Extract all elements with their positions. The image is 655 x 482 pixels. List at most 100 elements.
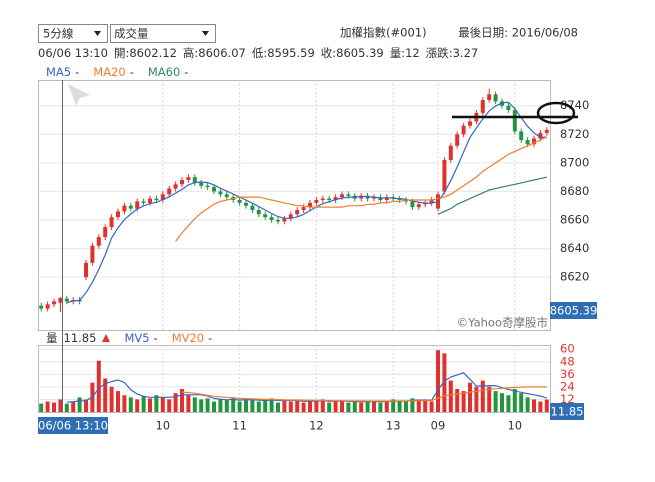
candle-body — [295, 210, 300, 215]
time-box-label: 06/06 13:10 — [38, 419, 108, 433]
volume-bar — [474, 386, 479, 412]
volume-bar — [212, 401, 216, 412]
volume-bar — [314, 400, 319, 412]
candle-body — [103, 227, 108, 238]
candle-body — [410, 201, 415, 208]
hover-field-value: 8602.12 — [129, 46, 177, 60]
legend-name: MA5 — [46, 65, 71, 79]
candle-body — [500, 101, 504, 106]
candle-body — [487, 94, 492, 100]
volume-bar — [109, 386, 114, 412]
candle-body — [532, 138, 536, 145]
volume-bar — [141, 396, 146, 412]
volume-bar — [276, 402, 280, 412]
volume-panel — [38, 345, 551, 413]
volume-bar — [154, 395, 159, 412]
volume-bar — [512, 388, 517, 412]
volume-bar — [436, 350, 440, 412]
candle-body — [160, 194, 165, 200]
interval-text: 5分線 — [43, 27, 74, 41]
volume-bar — [64, 403, 69, 412]
candle-body — [64, 298, 69, 302]
volume-bar — [346, 402, 351, 412]
volume-bar — [423, 399, 428, 412]
volume-bar — [192, 397, 197, 412]
indicator-text: 成交量 — [114, 27, 149, 41]
candle-body — [90, 245, 95, 263]
volume-bar — [378, 402, 383, 412]
hover-info: 06/06 13:10 開:8602.12 高:8606.07 低:8595.59 收:… — [38, 46, 478, 60]
y-tick-label: 8640 — [560, 241, 589, 255]
main-panel — [38, 80, 551, 331]
candle-body — [442, 160, 447, 192]
volume-bar — [45, 401, 50, 412]
volume-bar — [128, 397, 133, 412]
interval-select[interactable] — [38, 24, 108, 43]
volume-bar — [365, 400, 370, 412]
volume-bar — [288, 401, 293, 412]
y-tick-label: 8700 — [560, 155, 589, 169]
candle-body — [96, 237, 101, 246]
candle-body — [327, 198, 332, 200]
volume-bar — [493, 391, 498, 412]
y-tick-label: 12 — [560, 392, 575, 406]
volume-bar — [532, 399, 536, 412]
hover-field-value: 8595.59 — [267, 46, 315, 60]
volume-bar — [122, 395, 127, 412]
volume-bar — [205, 398, 210, 412]
volume-bar — [84, 399, 88, 412]
indicator-select[interactable] — [110, 24, 216, 43]
volume-bar — [320, 399, 325, 412]
time-box — [38, 417, 108, 434]
indicator-line — [66, 372, 547, 403]
volume-bar — [429, 401, 434, 412]
volume-bar — [173, 393, 178, 412]
candle-body — [404, 200, 408, 202]
candle-body — [276, 220, 280, 222]
volume-bar — [282, 400, 287, 412]
volume-bar — [352, 401, 357, 412]
hover-field-label: 開: — [114, 46, 129, 60]
candle-body — [416, 204, 421, 208]
index-name: 加權指數(#001) — [340, 26, 427, 40]
candle-body — [192, 177, 197, 183]
indicator-line — [66, 101, 547, 304]
volume-bar — [301, 402, 306, 412]
hover-field-label: 量: — [390, 46, 405, 60]
legend-name: MV5 — [124, 331, 149, 345]
candle-body — [154, 198, 159, 200]
volume-bar — [455, 388, 460, 412]
watermark: ©Yahoo奇摩股市 — [457, 316, 548, 330]
candle-body — [212, 187, 216, 192]
volume-bar — [295, 399, 300, 412]
y-tick-label: 8720 — [560, 127, 589, 141]
volume-bar — [39, 403, 44, 412]
candle-body — [429, 200, 434, 203]
x-tick-label: 13 — [386, 419, 401, 433]
candle-body — [141, 201, 146, 203]
candle-body — [333, 197, 338, 200]
volume-header: 量 11.85 MV5- MV20- — [46, 331, 212, 345]
volume-bar — [461, 391, 466, 412]
hover-field-label: 高: — [183, 46, 198, 60]
candle-body — [384, 197, 389, 200]
legend-value: - — [184, 65, 188, 79]
candle-body — [250, 205, 255, 210]
candle-body — [148, 198, 152, 203]
candle-body — [308, 202, 312, 208]
volume-bar — [538, 401, 543, 412]
candle-body — [52, 301, 56, 305]
y-tick-label: 8680 — [560, 184, 589, 198]
candle-body — [480, 100, 485, 113]
x-tick-label: 12 — [309, 419, 324, 433]
candle-body — [372, 197, 376, 199]
y-tick-label: 8660 — [560, 213, 589, 227]
legend-value: - — [130, 65, 134, 79]
candle-body — [538, 132, 543, 139]
candle-body — [135, 201, 140, 209]
legend-name: MA20 — [93, 65, 125, 79]
legend: MA5- MA20- MA60- — [46, 65, 188, 79]
candle-body — [205, 185, 210, 188]
x-tick-label: 10 — [507, 419, 522, 433]
